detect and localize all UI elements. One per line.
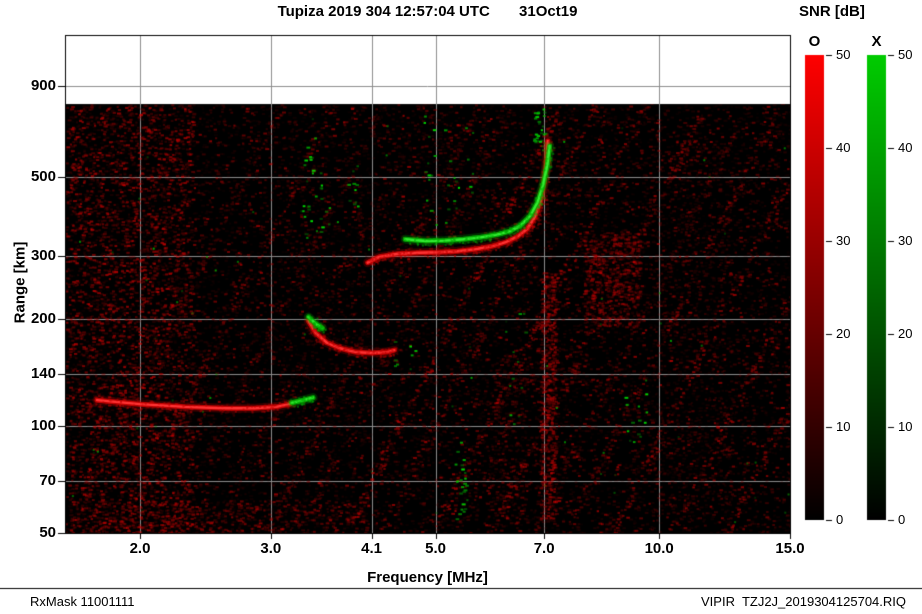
colorbar-title: SNR [dB] <box>799 3 865 20</box>
y-axis-title: Range [km] <box>11 241 29 324</box>
colorbar-x-tick-label: 50 <box>898 47 913 62</box>
colorbar-o-tick-label: 20 <box>836 326 851 341</box>
colorbar-o-tick-label: 30 <box>836 233 851 248</box>
x-tick-label: 15.0 <box>775 540 805 557</box>
colorbar-x-tick-label: 30 <box>898 233 913 248</box>
colorbar-x-tick-label: 10 <box>898 419 913 434</box>
y-tick-label: 300 <box>30 246 56 264</box>
colorbar-x-mode-label: X <box>871 33 882 50</box>
x-axis-title: Frequency [MHz] <box>367 569 488 586</box>
colorbar-x-tick-label: 20 <box>898 326 913 341</box>
colorbar-o-tick-label: 40 <box>836 140 851 155</box>
colorbar-o-tick-label: 10 <box>836 419 851 434</box>
x-tick-label: 7.0 <box>533 540 555 557</box>
x-tick-label: 3.0 <box>260 540 282 557</box>
y-tick-label: 50 <box>39 524 56 541</box>
y-tick-label: 140 <box>30 364 56 382</box>
y-tick-label: 200 <box>30 309 56 327</box>
filename-label: VIPIR TZJ2J_2019304125704.RIQ <box>701 594 906 609</box>
colorbar-x-tick-label: 0 <box>898 512 906 527</box>
rxmask-label: RxMask 11001111 <box>30 594 135 609</box>
x-tick-label: 2.0 <box>129 540 151 557</box>
colorbar-o-mode-label: O <box>808 33 821 50</box>
x-tick-label: 10.0 <box>644 540 674 557</box>
colorbar-o-tick-label: 0 <box>836 512 844 527</box>
x-tick-label: 5.0 <box>425 540 447 557</box>
y-tick-label: 70 <box>39 471 56 489</box>
colorbar-o-tick-label: 50 <box>836 47 851 62</box>
y-tick-label: 500 <box>30 167 56 185</box>
y-tick-label: 900 <box>30 76 56 94</box>
x-tick-label: 4.1 <box>361 540 382 557</box>
y-tick-label: 100 <box>30 416 56 434</box>
plot-title: Tupiza 2019 304 12:57:04 UTC 31Oct19 <box>277 3 578 20</box>
colorbar-x-tick-label: 40 <box>898 140 913 155</box>
